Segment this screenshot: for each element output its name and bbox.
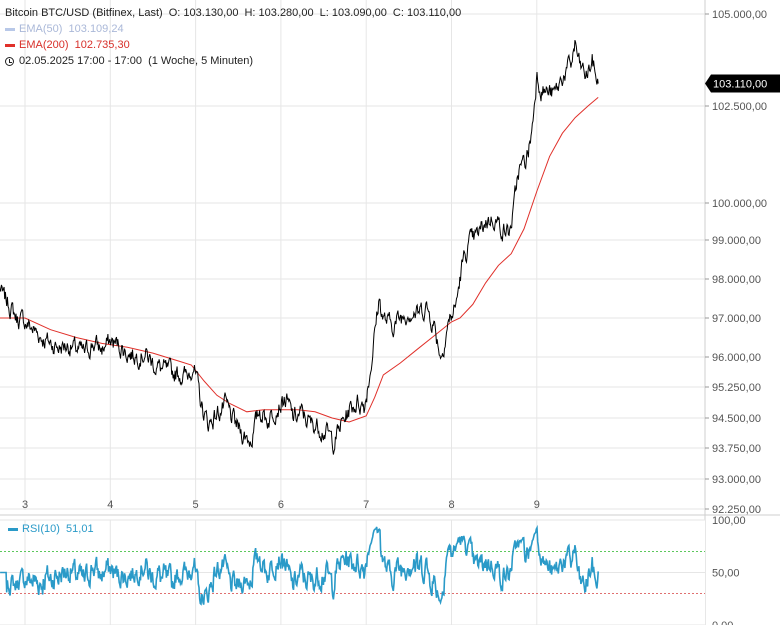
- ema50-value: 103.109,24: [68, 23, 124, 35]
- price-tick-label: 102.500,00: [712, 101, 767, 113]
- instrument-row: Bitcoin BTC/USD (Bitfinex, Last) O: 103.…: [5, 5, 461, 21]
- close-value: 103.110,00: [406, 7, 462, 19]
- rsi-swatch: [8, 527, 18, 531]
- ema200-legend[interactable]: EMA(200) 102.735,30: [5, 37, 461, 53]
- price-line: [0, 39, 599, 455]
- open-label: O:: [168, 7, 181, 19]
- period-row: 02.05.2025 17:00 - 17:00 (1 Woche, 5 Min…: [5, 53, 461, 69]
- current-price-label: 103.110,00: [713, 79, 767, 91]
- price-axis: 105.000,00 102.500,00 100.000,00 99.000,00 9…: [705, 9, 767, 516]
- rsi-tick-label: 100,00: [712, 515, 746, 527]
- time-tick-label: 5: [193, 499, 199, 511]
- price-tick-label: 105.000,00: [712, 9, 767, 21]
- rsi-tick-label: 0,00: [712, 620, 733, 625]
- close-label: C:: [392, 7, 404, 19]
- time-tick-label: 7: [363, 499, 369, 511]
- period-text: 02.05.2025 17:00 - 17:00: [19, 55, 142, 67]
- price-tick-label: 99.000,00: [712, 235, 761, 247]
- rsi-grid: [0, 519, 705, 625]
- open-value: 103.130,00: [183, 7, 239, 19]
- ema200-line: [0, 97, 599, 423]
- time-tick-label: 6: [278, 499, 284, 511]
- price-tick-label: 93.750,00: [712, 443, 761, 455]
- time-tick-label: 9: [534, 499, 540, 511]
- price-tick-label: 94.500,00: [712, 413, 761, 425]
- price-tick-label: 98.000,00: [712, 274, 761, 286]
- price-tick-label: 95.250,00: [712, 382, 761, 394]
- price-series: [0, 39, 599, 455]
- ema50-swatch: [5, 27, 15, 31]
- price-tick-label: 93.000,00: [712, 474, 761, 486]
- low-value: 103.090,00: [331, 7, 387, 19]
- rsi-line: [0, 524, 599, 606]
- clock-icon: [5, 56, 14, 66]
- price-tick-label: 96.000,00: [712, 352, 761, 364]
- time-tick-label: 8: [448, 499, 454, 511]
- chart-title: Bitcoin BTC/USD (Bitfinex, Last): [5, 7, 163, 19]
- rsi-tick-label: 50,00: [712, 568, 740, 580]
- low-label: L:: [319, 7, 329, 19]
- current-price-tag: 103.110,00: [705, 74, 780, 93]
- current-price-tag-shape: [705, 74, 780, 93]
- rsi-axis: 100,00 50,00 0,00: [712, 515, 746, 625]
- ema200-swatch: [5, 43, 15, 47]
- high-label: H:: [244, 7, 256, 19]
- rsi-legend[interactable]: RSI(10) 51,01: [8, 523, 94, 535]
- rsi-label: RSI(10): [22, 523, 60, 535]
- ema200-label: EMA(200): [19, 39, 69, 51]
- interval-text: (1 Woche, 5 Minuten): [148, 55, 254, 67]
- time-axis: 3 4 5 6 7 8 9: [22, 499, 540, 511]
- rsi-series: [0, 524, 599, 606]
- time-tick-label: 4: [107, 499, 113, 511]
- price-tick-label: 97.000,00: [712, 313, 761, 325]
- ema200-series: [0, 97, 599, 423]
- high-value: 103.280,00: [258, 7, 314, 19]
- ema50-label: EMA(50): [19, 23, 63, 35]
- chart-legend: Bitcoin BTC/USD (Bitfinex, Last) O: 103.…: [5, 5, 461, 69]
- time-tick-label: 3: [22, 499, 28, 511]
- rsi-value: 51,01: [66, 523, 94, 535]
- ema200-value: 102.735,30: [74, 39, 130, 51]
- price-tick-label: 92.250,00: [712, 504, 761, 516]
- price-tick-label: 100.000,00: [712, 198, 767, 210]
- ema50-legend[interactable]: EMA(50) 103.109,24: [5, 21, 461, 37]
